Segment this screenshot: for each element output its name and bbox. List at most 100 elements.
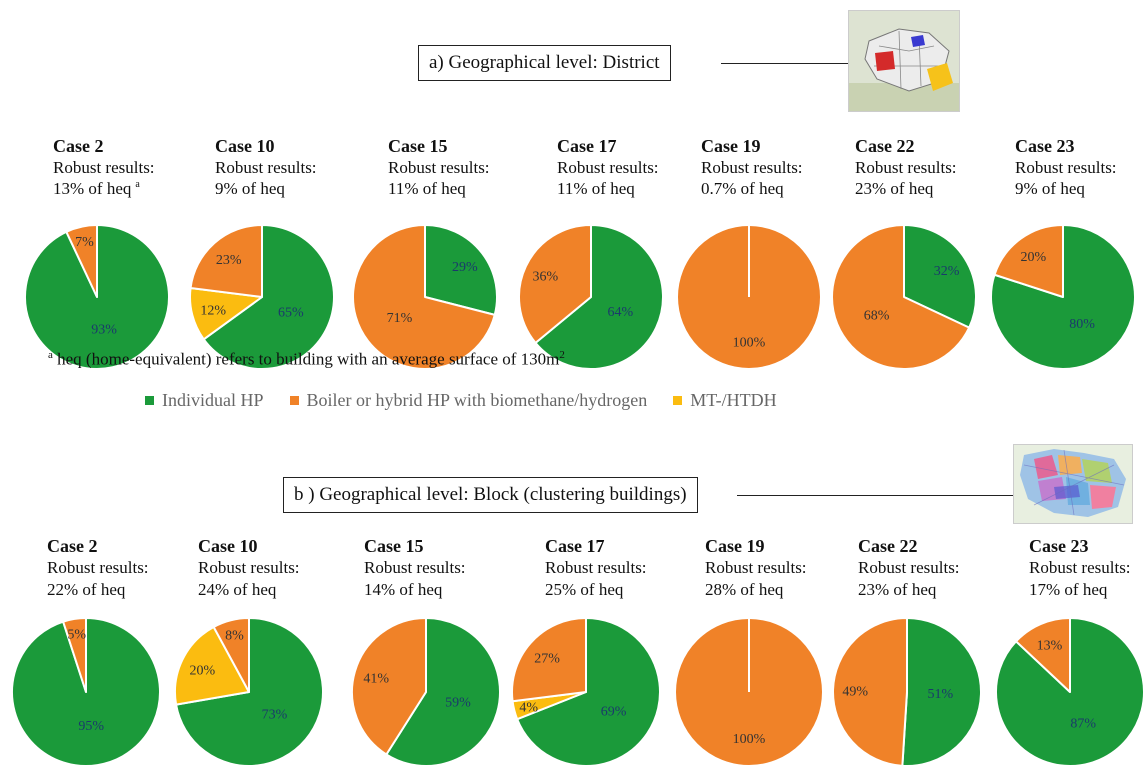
block-case-10-robust-label: Robust results: — [198, 558, 300, 577]
legend-label-individual-hp: Individual HP — [162, 390, 264, 410]
district-case-22-slice-boiler — [831, 224, 971, 370]
block-case-23-slice-boiler — [1015, 617, 1071, 693]
district-case-17-robust-label: Robust results: — [557, 158, 659, 177]
section-b-leader-line — [737, 495, 1015, 496]
block-case-22-title: Case 22 — [858, 536, 918, 556]
footnote: a heq (home-equivalent) refers to buildi… — [48, 349, 565, 370]
district-case-17-label-boiler: 36% — [533, 270, 559, 285]
block-case-17-label-boiler: 27% — [534, 652, 560, 667]
block-case-23-title: Case 23 — [1029, 536, 1089, 556]
block-case-10-label-dh: 20% — [190, 663, 216, 678]
district-case-2-footnote-marker: a — [135, 179, 140, 191]
district-case-2-label-individual-hp: 93% — [91, 323, 117, 338]
block-case-22-label-individual-hp: 51% — [927, 687, 953, 702]
block-case-22-slice-individual-hp — [901, 617, 982, 767]
block-case-17-label-individual-hp: 69% — [601, 705, 627, 720]
legend-item-individual-hp: Individual HP — [145, 390, 264, 411]
district-case-19-label-boiler: 100% — [733, 336, 766, 351]
section-b-label: b ) Geographical level: Block (clusterin… — [283, 477, 698, 513]
legend-label-boiler: Boiler or hybrid HP with biomethane/hydr… — [306, 390, 648, 410]
district-case-23-pie: 80% 20% — [990, 224, 1136, 370]
district-case-22-pie: 32% 68% — [831, 224, 977, 370]
block-case-15-robust-label: Robust results: — [364, 558, 466, 577]
block-case-17-slice-boiler — [511, 617, 587, 703]
block-case-10-label-individual-hp: 73% — [262, 707, 288, 722]
legend-label-dh: MT-/HTDH — [690, 390, 777, 410]
district-case-23-label-individual-hp: 80% — [1069, 317, 1095, 332]
district-case-15-label-boiler: 71% — [387, 311, 413, 326]
district-case-15-slice-boiler — [352, 224, 496, 370]
block-case-2-robust-label: Robust results: — [47, 558, 149, 577]
block-case-2-label-individual-hp: 95% — [78, 719, 104, 734]
district-case-17-slice-individual-hp — [534, 224, 664, 370]
legend-swatch-individual-hp — [145, 396, 154, 405]
district-case-2-title: Case 2 — [53, 136, 104, 156]
block-case-2-label-boiler: 5% — [67, 628, 86, 643]
block-case-10-slice-boiler — [212, 617, 250, 693]
district-case-10-pie: 65% 12% 23% — [189, 224, 335, 370]
district-case-17-label-individual-hp: 64% — [607, 305, 633, 320]
district-case-10-label-individual-hp: 65% — [278, 306, 304, 321]
district-case-22-title: Case 22 — [855, 136, 915, 156]
block-case-10-title: Case 10 — [198, 536, 258, 556]
district-case-10-robust-share: 9% of heq — [215, 179, 285, 198]
block-case-22-slice-boiler — [832, 617, 908, 767]
footnote-exponent: 2 — [559, 349, 565, 361]
block-case-19-label-boiler: 100% — [733, 732, 766, 747]
district-case-15-slice-individual-hp — [424, 224, 498, 316]
district-case-15-robust-share: 11% of heq — [388, 179, 466, 198]
district-map-thumbnail — [848, 10, 960, 112]
block-case-15-slice-boiler — [351, 617, 427, 756]
district-case-10-robust-label: Robust results: — [215, 158, 317, 177]
district-case-15-robust-label: Robust results: — [388, 158, 490, 177]
district-case-22-slice-individual-hp — [903, 224, 977, 329]
district-case-19-pie: 100% — [676, 224, 822, 370]
district-case-22-robust-label: Robust results: — [855, 158, 957, 177]
block-case-19-robust-share: 28% of heq — [705, 580, 784, 599]
district-case-2-label-boiler: 7% — [75, 235, 94, 250]
block-case-22-robust-label: Robust results: — [858, 558, 960, 577]
block-case-15-pie: 59% 41% — [351, 617, 501, 767]
legend-item-boiler: Boiler or hybrid HP with biomethane/hydr… — [289, 390, 648, 411]
legend-swatch-dh — [673, 396, 683, 405]
district-case-2-slice-boiler — [65, 224, 98, 298]
block-case-17-label-dh: 4% — [519, 701, 538, 716]
block-case-19-robust-label: Robust results: — [705, 558, 807, 577]
district-case-2-robust-label: Robust results: — [53, 158, 155, 177]
block-case-22-label-boiler: 49% — [842, 684, 868, 699]
block-case-22-pie: 51% 49% — [832, 617, 982, 767]
district-case-10-title: Case 10 — [215, 136, 275, 156]
block-case-10-robust-share: 24% of heq — [198, 580, 277, 599]
district-case-23-label-boiler: 20% — [1021, 250, 1047, 265]
block-case-19-title: Case 19 — [705, 536, 765, 556]
block-case-22-robust-share: 23% of heq — [858, 580, 937, 599]
district-case-22-robust-share: 23% of heq — [855, 179, 934, 198]
district-case-23-robust-label: Robust results: — [1015, 158, 1117, 177]
block-map-thumbnail — [1013, 444, 1133, 524]
district-case-19-title: Case 19 — [701, 136, 761, 156]
district-case-23-slice-boiler — [993, 224, 1064, 298]
district-case-17-title: Case 17 — [557, 136, 617, 156]
block-case-15-robust-share: 14% of heq — [364, 580, 443, 599]
block-case-17-slice-individual-hp — [516, 617, 661, 767]
block-case-2-title: Case 2 — [47, 536, 98, 556]
district-case-15-label-individual-hp: 29% — [452, 260, 478, 275]
district-case-15-pie: 29% 71% — [352, 224, 498, 370]
district-case-17-slice-boiler — [518, 224, 592, 344]
district-case-10-slice-boiler — [189, 224, 263, 298]
block-case-15-label-individual-hp: 59% — [445, 695, 471, 710]
block-case-10-pie: 73% 20% 8% — [174, 617, 324, 767]
district-case-2-robust-share: 13% of heq a — [53, 179, 140, 198]
block-case-19-pie: 100% — [674, 617, 824, 767]
block-case-23-pie: 87% 13% — [995, 617, 1145, 767]
district-case-22-label-individual-hp: 32% — [934, 264, 960, 279]
block-case-2-slice-boiler — [62, 617, 87, 693]
block-case-17-title: Case 17 — [545, 536, 605, 556]
block-case-23-label-boiler: 13% — [1037, 638, 1063, 653]
district-case-19-robust-label: Robust results: — [701, 158, 803, 177]
legend-item-dh: MT-/HTDH — [673, 390, 777, 411]
district-case-15-title: Case 15 — [388, 136, 448, 156]
block-case-17-pie: 69% 4% 27% — [511, 617, 661, 767]
district-case-2-pie: 93% 7% — [24, 224, 170, 370]
chart-legend: Individual HP Boiler or hybrid HP with b… — [145, 390, 777, 411]
